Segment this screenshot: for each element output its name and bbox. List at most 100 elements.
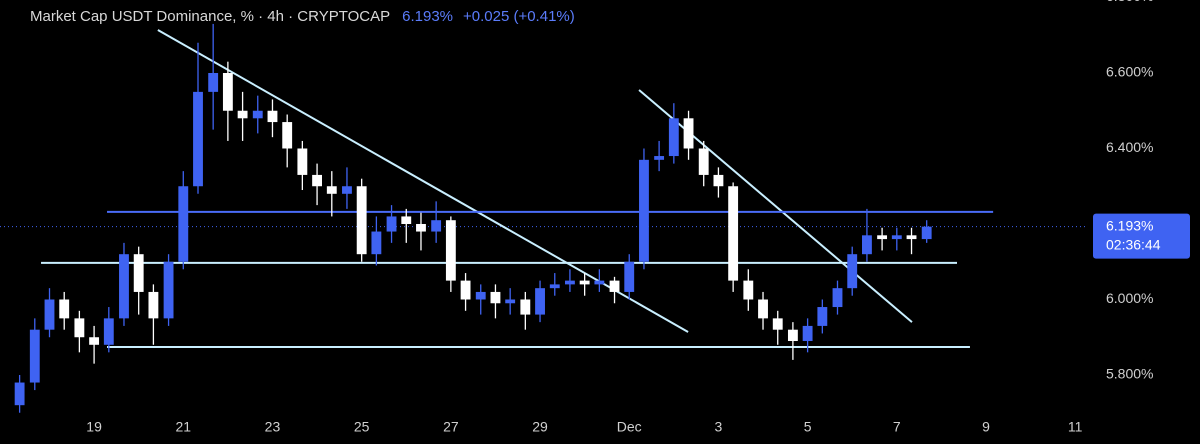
candle-body [639,159,649,262]
candle [847,246,858,296]
candle [342,167,352,209]
candle [639,148,649,270]
candle [326,171,337,217]
candle [401,208,412,243]
candle [654,140,665,172]
candle [237,91,248,141]
x-tick-label: 25 [354,419,370,435]
x-tick-label: 19 [86,419,102,435]
last-price: 6.193% [402,8,453,25]
candle-body [624,261,635,292]
candle-body [178,186,189,262]
candle-body [401,216,412,224]
candle [490,284,501,319]
candle-body [594,280,605,285]
y-tick-label: 6.400% [1106,139,1153,155]
candle [59,291,70,330]
candle-body [208,72,219,92]
candle-body [906,235,917,240]
price-label-box [1093,213,1190,259]
candle [103,307,114,353]
candle-body [431,220,442,232]
candle-body [193,91,203,187]
candle-body [297,148,308,175]
candle-body [133,254,144,292]
candle-body [817,307,828,326]
candle [520,291,531,330]
candle-body [891,235,902,240]
candle-body [89,337,100,345]
candle-body [416,223,426,232]
candle-body [520,299,531,315]
y-tick-label: 6.800% [1106,0,1153,4]
candle-body [267,110,278,123]
candle [74,310,85,353]
candle [431,201,442,243]
candle-body [237,110,248,119]
candle-body [683,118,694,149]
candle-body [386,216,397,232]
candle [698,140,709,187]
candle [505,288,516,315]
candle-body [668,118,679,157]
candle-body [609,280,620,292]
candle-body [326,186,337,194]
candle [535,280,545,323]
x-tick-label: Dec [617,419,642,435]
candle [906,227,917,255]
candle-body [282,122,293,149]
candle-body [847,254,858,289]
candle [564,269,575,292]
candle-body [728,186,739,281]
candle-body [832,288,843,308]
candle [609,276,620,304]
price-change: +0.025 (+0.41%) [463,8,575,25]
candle [668,103,679,164]
candle-body [163,261,174,319]
candle-body [460,280,471,300]
candle [282,114,293,168]
y-tick-label: 5.800% [1106,366,1153,382]
x-tick-label: 3 [715,419,723,435]
candle [683,110,694,160]
candle [416,212,426,251]
candle [356,178,367,262]
candle [460,273,471,311]
candle [921,220,932,243]
candle-body [44,299,55,330]
candle [297,140,308,191]
candle-body [787,329,798,342]
candle [208,23,219,130]
trendline [638,89,913,323]
candle-body [802,325,813,342]
x-tick-label: 27 [443,419,459,435]
candle-body [371,231,382,255]
candle-body [505,299,516,304]
candle [713,167,724,198]
candle-body [758,299,768,319]
candle-body [921,226,932,240]
candle [222,61,233,141]
candle [89,325,100,364]
candle [877,227,888,251]
candle [14,374,25,413]
x-tick-label: 11 [1068,419,1083,435]
candle-body [148,291,159,319]
candle [133,246,144,315]
candle [267,99,278,138]
candle [758,291,768,330]
candle-body [743,280,754,300]
candle [787,322,798,360]
candle-body [342,186,352,194]
candle-body [475,291,486,300]
candle [891,227,902,251]
title: Market Cap USDT Dominance, % · 4h · CRYP… [30,8,390,25]
candle [178,171,189,270]
candle [119,242,129,326]
candle [44,288,55,338]
candle-body [549,284,560,289]
candle-body [877,235,888,240]
candle [862,208,872,262]
candle [802,318,813,353]
candle-body [445,220,456,281]
